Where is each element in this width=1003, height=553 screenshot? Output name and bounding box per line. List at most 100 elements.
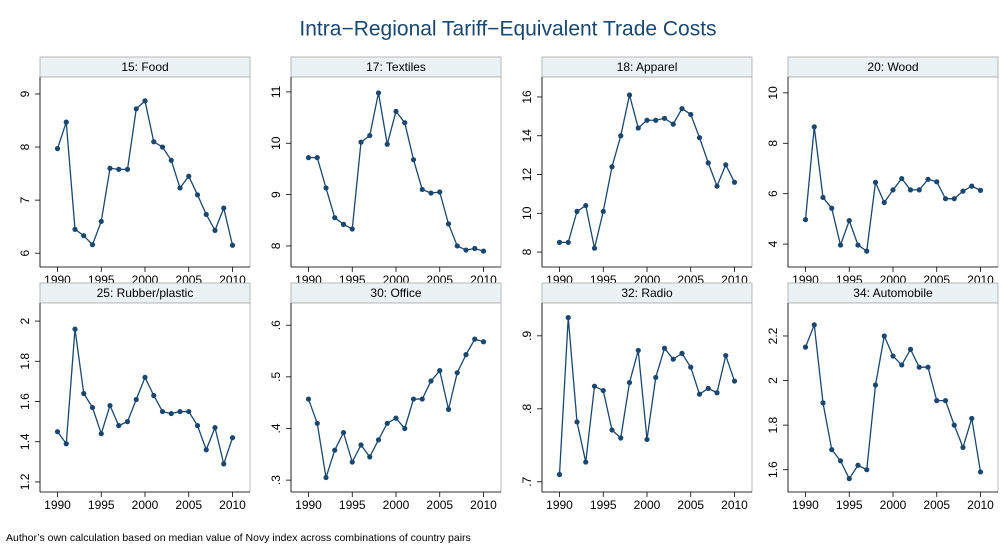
data-point: [907, 346, 914, 352]
data-point: [384, 420, 390, 426]
y-tick-label: 2: [18, 317, 32, 324]
data-point: [454, 243, 460, 249]
data-point: [229, 242, 236, 248]
data-point: [358, 442, 364, 448]
data-point: [463, 247, 469, 253]
data-point: [419, 186, 425, 193]
data-point: [705, 160, 711, 166]
data-point: [556, 471, 563, 478]
data-point: [591, 245, 598, 251]
data-point: [881, 199, 887, 206]
plot-area: [290, 302, 502, 493]
data-point: [98, 218, 104, 224]
x-tick-label: 1995: [88, 498, 115, 512]
data-point: [661, 345, 668, 351]
x-tick-label: 2000: [880, 498, 907, 512]
data-point: [221, 461, 227, 467]
data-point: [802, 344, 809, 350]
data-point: [916, 187, 922, 193]
data-point: [212, 227, 218, 233]
data-point: [410, 157, 417, 163]
x-tick-label: 1995: [836, 498, 863, 512]
y-tick-label: 7: [18, 196, 32, 203]
data-point: [609, 164, 615, 170]
data-point: [186, 408, 192, 415]
panel-title: 17: Textiles: [366, 60, 426, 74]
data-point: [583, 459, 589, 465]
data-point: [618, 133, 624, 139]
y-tick-label: 1.6: [766, 461, 780, 478]
data-point: [133, 106, 139, 112]
data-point: [221, 205, 227, 211]
y-tick-label: 11: [269, 85, 283, 98]
data-point: [714, 390, 720, 396]
data-point: [855, 242, 861, 248]
data-point: [969, 183, 975, 189]
panel-title: 18: Apparel: [617, 60, 678, 74]
data-point: [72, 326, 78, 332]
y-tick-label: 2: [766, 377, 780, 384]
data-point: [54, 429, 61, 435]
y-tick-label: 9: [269, 191, 283, 198]
data-point: [151, 392, 157, 399]
y-tick-label: 2.2: [766, 327, 780, 344]
x-tick-label: 1995: [339, 498, 366, 512]
y-tick-label: .6: [269, 320, 283, 330]
x-tick-label: 2010: [967, 498, 994, 512]
data-point: [445, 221, 452, 227]
data-point: [591, 383, 598, 389]
data-point: [846, 218, 852, 224]
plot-area: [787, 76, 999, 268]
panel-title: 30: Office: [370, 286, 421, 300]
data-point: [934, 398, 940, 404]
data-point: [661, 115, 668, 121]
plot-area: [39, 302, 251, 493]
y-tick-label: .3: [269, 475, 283, 485]
data-point: [881, 333, 887, 339]
data-point: [116, 166, 122, 172]
panel-title: 32: Radio: [621, 286, 673, 300]
data-point: [349, 459, 355, 465]
x-tick-label: 1990: [792, 498, 819, 512]
data-point: [977, 469, 984, 475]
data-point: [600, 387, 606, 394]
y-tick-label: 1.6: [18, 393, 32, 410]
y-tick-label: 1.8: [18, 353, 32, 370]
plot-area: [541, 302, 753, 493]
data-point: [203, 447, 209, 453]
data-point: [81, 390, 87, 397]
data-point: [186, 173, 192, 179]
y-tick-label: 1.8: [766, 416, 780, 433]
data-point: [159, 144, 166, 150]
plot-area: [787, 302, 999, 493]
data-point: [375, 437, 382, 443]
y-tick-label: 8: [520, 248, 534, 255]
plot-area: [290, 76, 502, 268]
data-point: [820, 194, 826, 201]
data-point: [653, 117, 659, 123]
chart-title: Intra−Regional Tariff−Equivalent Trade C…: [299, 18, 716, 41]
y-tick-label: 8: [18, 143, 32, 150]
y-tick-label: 1.2: [18, 473, 32, 490]
data-point: [168, 157, 174, 163]
data-point: [872, 179, 879, 185]
data-point: [81, 233, 87, 239]
x-tick-label: 2005: [175, 498, 202, 512]
data-point: [454, 370, 460, 376]
data-point: [916, 364, 922, 370]
data-point: [89, 404, 96, 411]
data-point: [899, 175, 905, 182]
panel-title: 20: Wood: [867, 60, 918, 74]
data-point: [574, 419, 580, 425]
data-point: [107, 165, 113, 171]
data-point: [837, 458, 844, 464]
x-tick-label: 2005: [677, 498, 704, 512]
data-point: [626, 379, 633, 386]
data-point: [151, 139, 157, 145]
data-point: [480, 339, 487, 345]
data-point: [194, 423, 201, 429]
data-point: [142, 374, 148, 380]
data-point: [731, 179, 738, 185]
data-point: [98, 431, 104, 437]
y-tick-label: .4: [269, 423, 283, 433]
